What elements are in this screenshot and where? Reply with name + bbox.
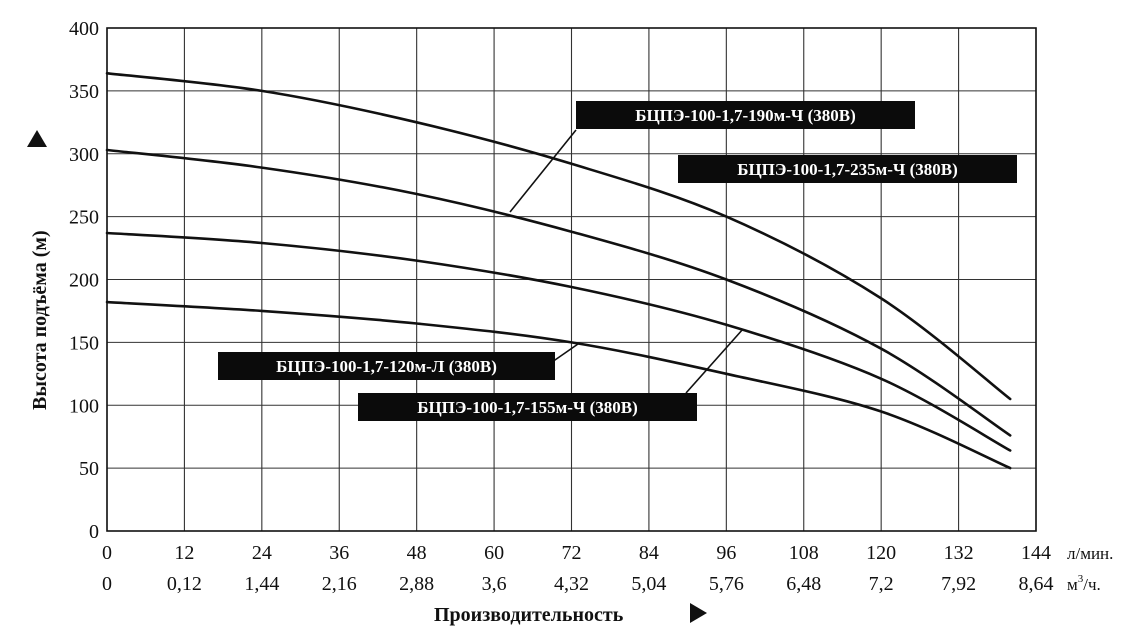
series-curve-235m [105, 148, 1012, 437]
x-tick-label-secondary: 7,92 [941, 573, 976, 595]
series-label-box [358, 393, 697, 421]
series-label-box [678, 155, 1017, 183]
series-label-text: БЦПЭ-100-1,7-120м-Л (380В) [276, 357, 497, 376]
y-axis-arrow-icon [27, 130, 47, 147]
x-tick-label: 36 [329, 542, 349, 564]
grid [106, 27, 1037, 532]
x-tick-label-secondary: 0,12 [167, 573, 202, 595]
series-label-120m: БЦПЭ-100-1,7-120м-Л (380В) [218, 352, 555, 380]
series-label-text: БЦПЭ-100-1,7-235м-Ч (380В) [737, 160, 958, 179]
x-tick-label-secondary: 2,16 [322, 573, 357, 595]
plot-frame [106, 27, 1037, 532]
x-tick-label: 60 [484, 542, 504, 564]
y-tick-label: 350 [69, 81, 99, 103]
x-tick-label: 24 [252, 542, 272, 564]
x-axis-arrow-icon [690, 603, 707, 623]
y-tick-labels: 0 50 100 150 200 250 300 350 400 [69, 18, 99, 543]
series-curve-155m [105, 300, 1012, 470]
series-label-text: БЦПЭ-100-1,7-155м-Ч (380В) [417, 398, 638, 417]
x-unit-primary: л/мин. [1067, 544, 1113, 563]
y-tick-label: 400 [69, 18, 99, 40]
x-unit-secondary-sup: 3 [1078, 573, 1084, 585]
series-curve-120m [105, 231, 1012, 452]
y-tick-label: 200 [69, 270, 99, 292]
x-tick-label-secondary: 8,64 [1019, 573, 1054, 595]
y-tick-label: 300 [69, 144, 99, 166]
x-tick-label: 72 [562, 542, 582, 564]
y-axis-title: Высота подъёма (м) [29, 230, 51, 410]
x-tick-label-secondary: 3,6 [482, 573, 507, 595]
series-label-box [576, 101, 915, 129]
x-tick-label-secondary: 5,76 [709, 573, 744, 595]
series-label-155m: БЦПЭ-100-1,7-155м-Ч (380В) [358, 393, 697, 421]
x-tick-label: 120 [866, 542, 896, 564]
x-tick-label: 132 [944, 542, 974, 564]
y-tick-label: 50 [79, 458, 99, 480]
x-tick-label-secondary: 2,88 [399, 573, 434, 595]
x-tick-label-secondary: 4,32 [554, 573, 589, 595]
label-leader-line [685, 328, 744, 394]
x-tick-labels-secondary: 0 0,12 1,44 2,16 2,88 3,6 4,32 5,04 5,76 6,48 7,2 7… [102, 573, 1054, 595]
x-tick-label-secondary: 0 [102, 573, 112, 595]
y-tick-label: 100 [69, 395, 99, 417]
series-labels: БЦПЭ-100-1,7-190м-Ч (380В) БЦПЭ-100-1,7-2… [218, 101, 1017, 421]
x-tick-label: 144 [1021, 542, 1051, 564]
x-tick-label-secondary: 6,48 [786, 573, 821, 595]
series-curves [105, 72, 1012, 470]
series-label-190m: БЦПЭ-100-1,7-190м-Ч (380В) [576, 101, 915, 129]
x-tick-label-secondary: 1,44 [244, 573, 279, 595]
x-tick-labels: 0 12 24 36 48 60 72 84 96 108 120 132 144 [102, 542, 1051, 564]
x-tick-label: 96 [716, 542, 736, 564]
y-tick-label: 0 [89, 521, 99, 543]
series-label-text: БЦПЭ-100-1,7-190м-Ч (380В) [635, 106, 856, 125]
series-label-235m: БЦПЭ-100-1,7-235м-Ч (380В) [678, 155, 1017, 183]
x-tick-label-secondary: 5,04 [631, 573, 666, 595]
x-unit-secondary: м3/ч. [1067, 573, 1101, 594]
series-label-box [218, 352, 555, 380]
x-axis-title: Производительность [434, 604, 624, 626]
label-leader-line [509, 129, 577, 213]
x-tick-label: 48 [407, 542, 427, 564]
x-tick-label: 84 [639, 542, 659, 564]
y-tick-label: 150 [69, 332, 99, 354]
x-unit-secondary-rest: /ч. [1083, 575, 1101, 594]
x-tick-label: 12 [174, 542, 194, 564]
y-tick-label: 250 [69, 207, 99, 229]
x-tick-label-secondary: 7,2 [869, 573, 894, 595]
x-unit-secondary-base: м [1067, 575, 1078, 594]
x-tick-label: 0 [102, 542, 112, 564]
series-curve-190m [105, 72, 1012, 401]
x-tick-label: 108 [789, 542, 819, 564]
